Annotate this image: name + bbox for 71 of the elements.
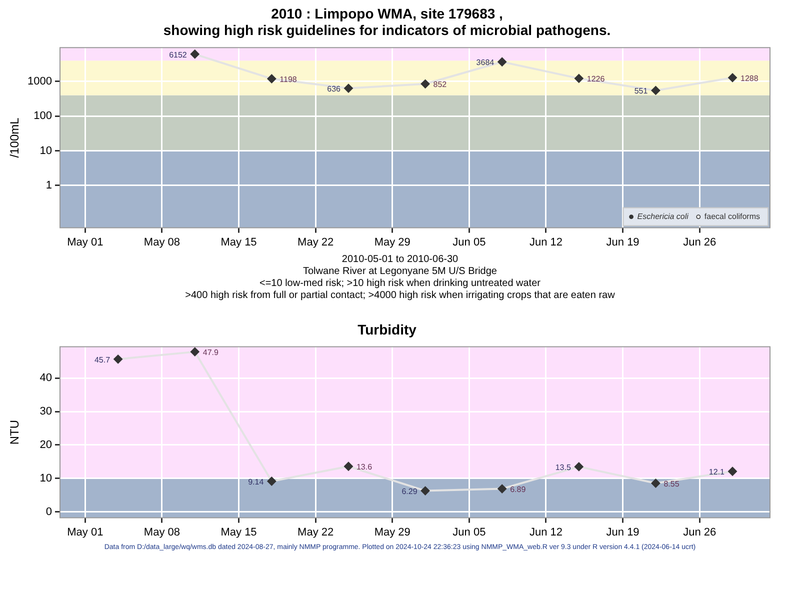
y-tick-label: 20 — [40, 439, 52, 452]
x-tick-label: May 29 — [374, 526, 410, 538]
data-label: 12.1 — [708, 468, 726, 477]
data-label: 636 — [327, 84, 342, 94]
x-tick-label: May 01 — [67, 526, 104, 538]
y-tick-label: 1000 — [28, 76, 52, 88]
data-label: 9.14 — [248, 477, 264, 486]
point — [114, 354, 123, 364]
x-tick-label: May 29 — [374, 236, 410, 248]
point — [651, 86, 660, 95]
data-label: 6.29 — [402, 486, 418, 496]
x-tick-label: May 08 — [144, 526, 180, 538]
x-tick-label: Jun 05 — [452, 526, 486, 538]
x-tick-label: May 08 — [144, 236, 180, 248]
data-label: 45.7 — [94, 355, 111, 364]
point — [267, 74, 276, 84]
x-tick-label: May 22 — [298, 526, 334, 538]
text: Tolwane River at Legonyane 5M U/S Bridge — [302, 266, 498, 278]
data-label: 1288 — [740, 74, 759, 83]
point — [728, 73, 738, 82]
text: 2010-05-01 to 2010-06-30 — [340, 254, 460, 266]
data-label: 1226 — [586, 74, 606, 84]
y-tick-label: 10 — [40, 472, 52, 484]
point — [498, 57, 507, 66]
y-tick-label: 100 — [34, 110, 52, 122]
data-label: 13.5 — [555, 462, 572, 472]
x-tick-label: May 22 — [298, 236, 334, 248]
y-tick-label: 30 — [40, 406, 52, 418]
data-label: 6.89 — [510, 484, 526, 494]
data-label: 551 — [634, 86, 648, 96]
point — [344, 462, 353, 471]
point — [420, 486, 430, 496]
x-tick-label: Jun 12 — [529, 236, 562, 248]
data-label: 13.6 — [356, 462, 373, 472]
legend-label: Eschericia coli — [637, 212, 689, 222]
y-tick-label: 10 — [40, 144, 52, 157]
chart-title: 2010 : Limpopo WMA, site 179683 , showing high risk guidelines for indicators of microbial pathogens. — [163, 5, 611, 38]
x-tick-label: May 15 — [220, 526, 257, 538]
data-label: 852 — [433, 80, 448, 90]
y-tick-label: 0 — [46, 506, 52, 518]
x-tick-label: Jun 19 — [606, 236, 640, 248]
x-tick-label: Jun 26 — [683, 526, 716, 538]
x-tick-label: Jun 12 — [529, 526, 562, 538]
x-tick-label: Jun 19 — [606, 526, 640, 538]
legend-label: faecal coliforms — [704, 212, 760, 222]
x-tick-label: May 15 — [220, 236, 257, 248]
y-axis-title: NTU — [8, 420, 22, 445]
y-tick-label: 1 — [46, 179, 52, 192]
data-label: 8.55 — [664, 479, 680, 488]
point — [574, 462, 584, 472]
x-tick-label: Jun 05 — [452, 236, 486, 248]
y-axis-title: /100mL — [8, 117, 22, 158]
point — [498, 484, 507, 494]
point — [267, 476, 276, 486]
x-tick-label: Jun 26 — [683, 236, 716, 248]
point — [574, 74, 584, 83]
text: <=10 low-med risk; >10 high risk when drinking untreated water — [258, 278, 542, 290]
x-tick-label: May 01 — [67, 236, 104, 248]
chart-title: Turbidity — [358, 321, 417, 338]
y-tick-label: 40 — [40, 372, 52, 384]
point — [420, 79, 430, 88]
data-label: 6152 — [169, 50, 188, 60]
data-label: 3684 — [476, 58, 495, 68]
point — [651, 478, 660, 488]
data-label: 1198 — [280, 74, 298, 84]
point — [728, 466, 738, 476]
data-label: 47.9 — [202, 348, 219, 358]
point — [190, 347, 200, 356]
point — [190, 50, 200, 59]
text: >400 high risk from full or partial contact; >4000 high risk when irrigating crops that are eaten raw — [184, 290, 616, 302]
point — [344, 84, 353, 93]
